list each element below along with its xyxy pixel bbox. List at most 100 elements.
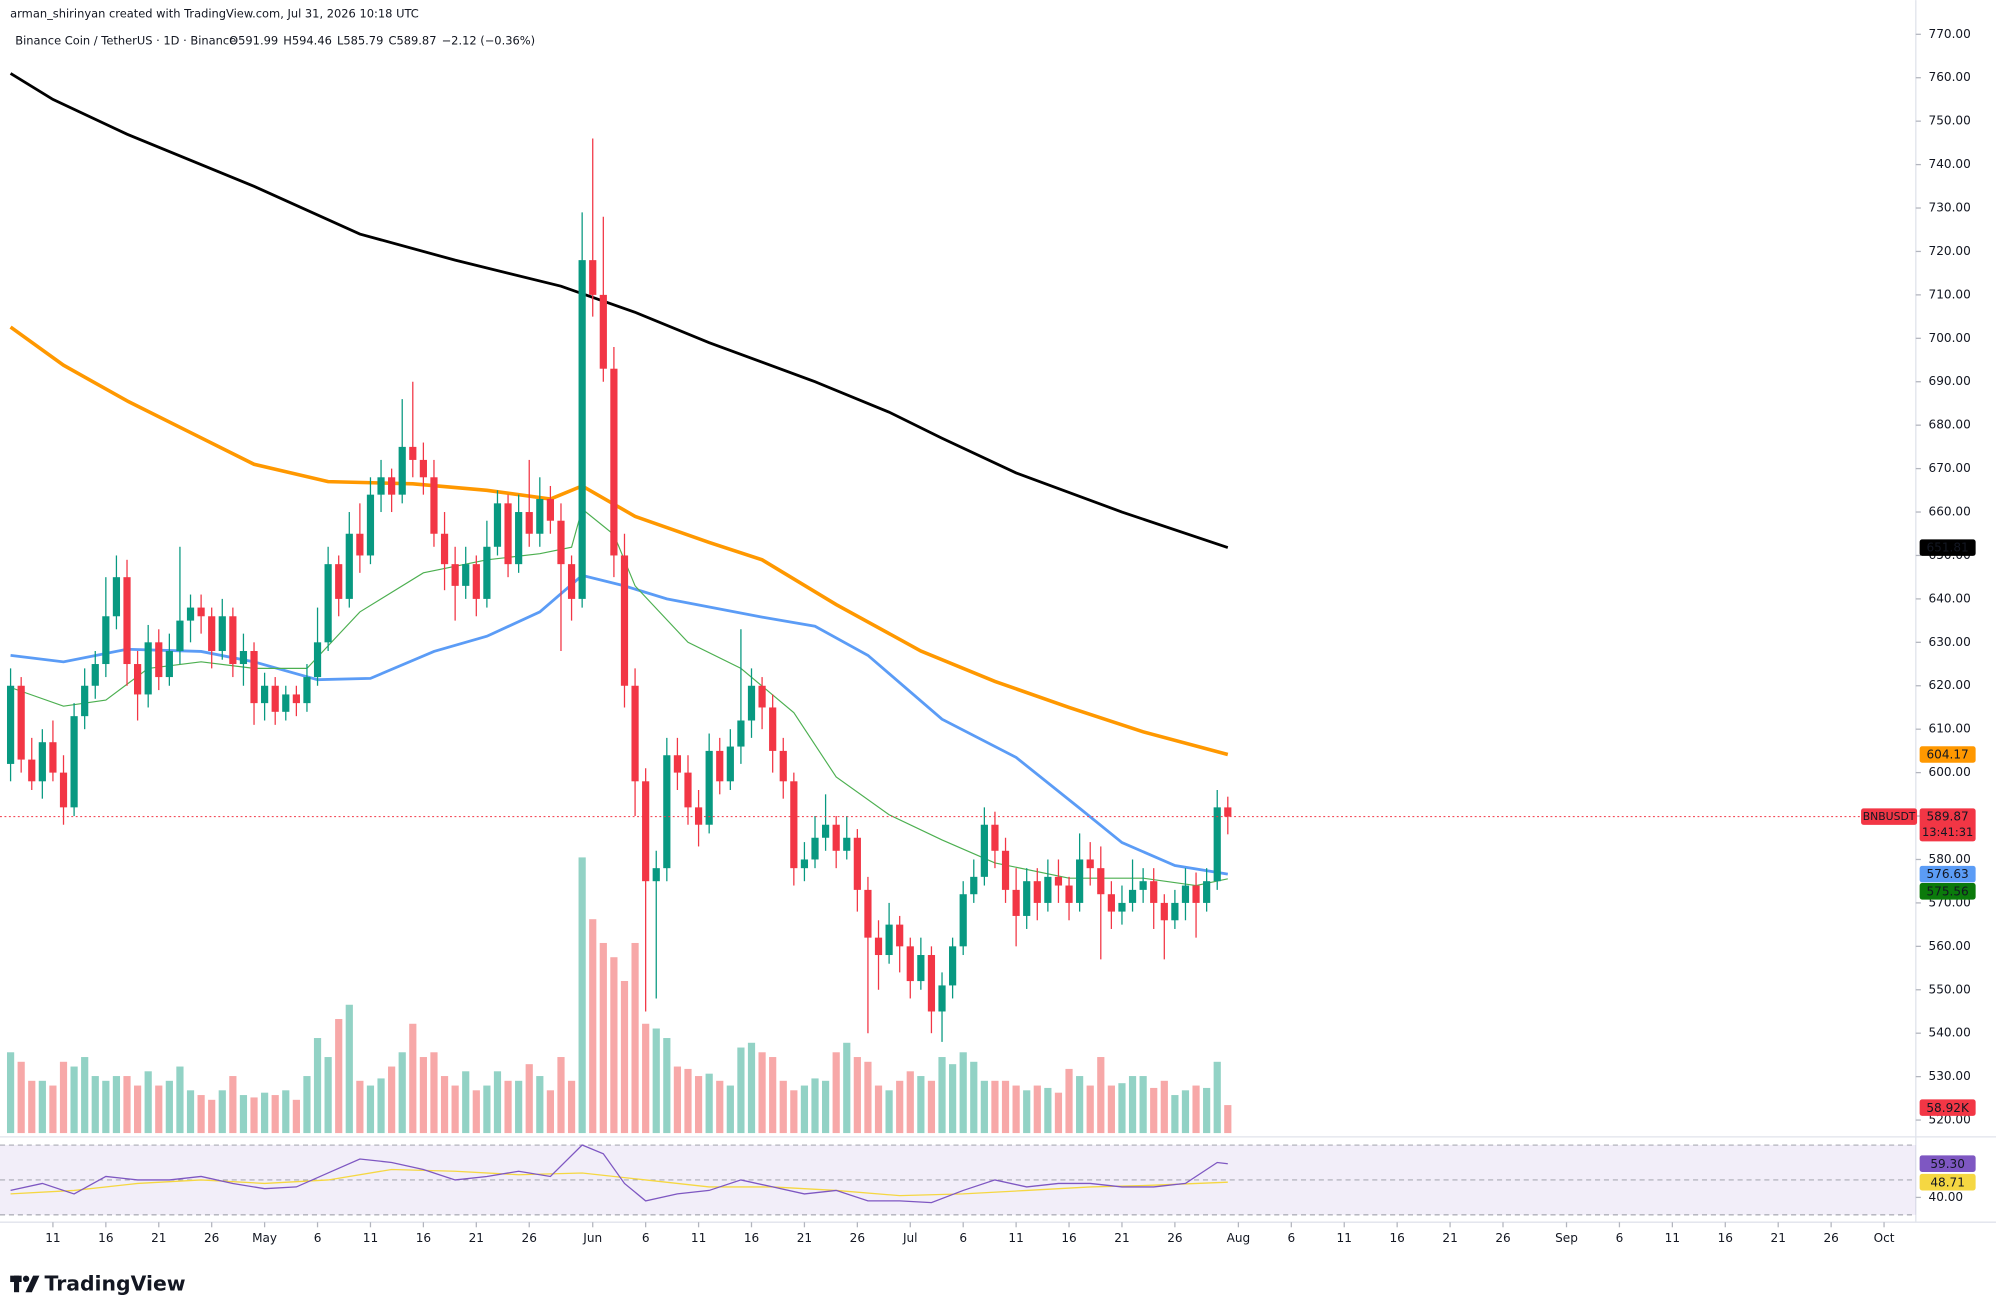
candle-body [832,824,840,851]
volume-bar [874,1085,883,1134]
candle-body [1086,859,1094,869]
volume-bar [186,1090,195,1134]
volume-bar [430,1052,438,1134]
volume-bar [1192,1085,1200,1134]
volume-bar [949,1064,957,1134]
candle-body [663,755,671,869]
volume-bar [1150,1087,1158,1134]
volume-bar [694,1076,703,1134]
volume-bar [864,1061,872,1134]
y-tick-label: 560.00 [1929,939,1971,953]
volume-bar [1076,1076,1084,1134]
symbol-badge: BNBUSDT [1863,810,1916,823]
candle-body [1160,902,1168,921]
author-line: arman_shirinyan created with TradingView… [10,7,419,21]
moving-average-line [10,573,1229,876]
volume-bar [1033,1085,1041,1134]
candle-body [28,759,36,782]
candle-body [938,985,946,1012]
y-tick-label: 770.00 [1929,27,1971,41]
logo-mark [25,1275,40,1293]
volume-bar [59,1061,68,1134]
volume-bar [292,1099,300,1134]
candle-body [874,937,883,956]
volume-bar [684,1068,692,1134]
ohlc-legend: O591.99 [229,33,278,47]
volume-bar [81,1057,89,1134]
volume-bar [790,1090,798,1134]
volume-bar [70,1066,78,1134]
volume-bar [17,1061,25,1134]
candle-body [800,859,809,869]
volume-bar [208,1099,216,1134]
candle-body [197,607,205,617]
volume-bar [927,1080,936,1134]
candle-body [176,620,184,652]
rsi-badge: 59.30 [1930,1157,1965,1171]
x-tick-label: 11 [691,1231,706,1245]
volume-bar [229,1076,237,1134]
volume-bar [716,1080,724,1134]
x-tick-label: 21 [1771,1231,1786,1245]
volume-bar [525,1064,533,1134]
candle-body [673,755,682,773]
x-tick-label: 16 [1389,1231,1404,1245]
candle-body [885,924,893,956]
volume-bar [155,1085,163,1134]
volume-bar [779,1080,787,1134]
volume-bar [440,1076,449,1134]
volume-bar [91,1076,99,1134]
candle-body [38,742,46,782]
candle-body [451,564,459,586]
candle-body [769,707,777,751]
volume-bar [885,1090,893,1134]
candle-body [239,651,248,665]
x-tick-label: 11 [1665,1231,1680,1245]
volume-bar [1181,1090,1190,1134]
ma-value-badge-bg [1919,746,1976,763]
x-tick-label: May [252,1231,277,1245]
candle-body [610,368,618,556]
x-tick-label: 16 [744,1231,759,1245]
candle-body [377,477,385,495]
x-tick-label: Jun [582,1231,602,1245]
candle-body [165,651,173,678]
candle-body [1012,889,1020,916]
candle-body [398,446,406,495]
candle-body [1203,881,1211,903]
volume-bar [1012,1085,1020,1134]
volume-bar [38,1080,46,1134]
volume-bar [843,1042,851,1134]
volume-bar [388,1066,396,1134]
candle-body [356,533,364,556]
last-price-badge-bg [1919,808,1976,842]
rsi-ma-line [10,1168,1228,1197]
y-tick-label: 520.00 [1929,1113,1971,1127]
candle-body [589,260,597,295]
volume-bar [176,1066,184,1134]
rsi-ma-badge-bg [1919,1173,1976,1191]
candle-body [123,577,131,665]
candle-body [1192,885,1200,903]
candle-body [959,894,967,947]
volume-bar [578,857,586,1134]
x-tick-label: 21 [797,1231,812,1245]
volume-bar [165,1080,173,1134]
rsi-badge-bg [1919,1155,1976,1172]
candle-body [261,685,269,704]
volume-bar [49,1085,57,1134]
candle-body [462,564,470,586]
candle-body [917,955,925,982]
x-tick-label: 26 [204,1231,219,1245]
volume-bar [123,1076,131,1134]
volume-bar [853,1057,861,1134]
moving-average-line [9,72,1229,549]
volume-bar [1139,1076,1147,1134]
volume-bar [1160,1080,1168,1134]
x-tick-label: 26 [850,1231,865,1245]
volume-bar [938,1057,946,1134]
candle-body [6,685,15,764]
candle-body [821,824,830,838]
candle-body [366,494,375,556]
volume-bar [1213,1061,1221,1134]
